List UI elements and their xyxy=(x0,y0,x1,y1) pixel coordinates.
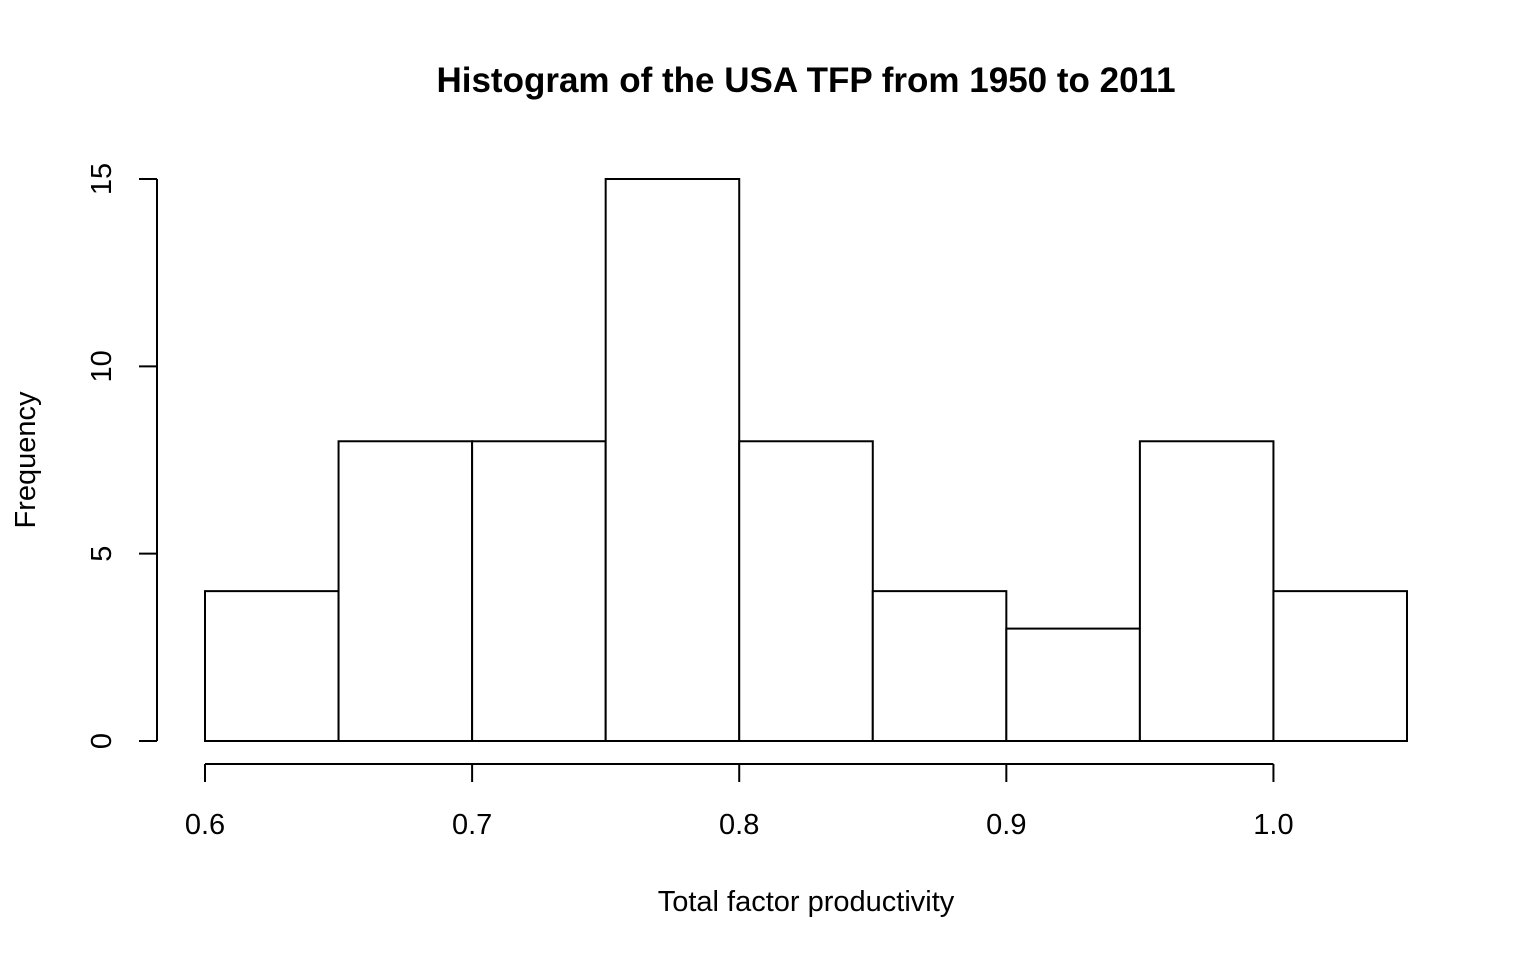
histogram-bar xyxy=(604,178,741,742)
x-axis-label: Total factor productivity xyxy=(658,886,955,918)
histogram-bar xyxy=(1272,590,1409,743)
x-tick-label: 0.7 xyxy=(452,809,492,841)
x-tick-label: 1.0 xyxy=(1253,809,1293,841)
y-tick-label: 5 xyxy=(86,546,118,562)
histogram-bar xyxy=(204,590,340,743)
histogram-bar xyxy=(471,440,607,742)
y-axis: 0 5 10 15 xyxy=(86,163,158,749)
x-tick-label: 0.8 xyxy=(719,809,759,841)
y-tick-label: 15 xyxy=(86,163,118,195)
x-axis: 0.6 0.7 0.8 0.9 1.0 xyxy=(185,763,1294,841)
histogram-bars xyxy=(204,178,1409,743)
histogram-bar xyxy=(1005,627,1141,742)
y-axis-label: Frequency xyxy=(10,391,42,529)
x-tick-label: 0.9 xyxy=(986,809,1026,841)
y-tick-label: 10 xyxy=(86,350,118,382)
histogram-bar xyxy=(871,590,1008,743)
histogram-bar xyxy=(1138,440,1275,742)
y-tick-label: 0 xyxy=(86,733,118,749)
chart-title: Histogram of the USA TFP from 1950 to 20… xyxy=(436,61,1175,100)
histogram-bar xyxy=(738,440,874,742)
histogram-bar xyxy=(337,440,474,742)
x-tick-label: 0.6 xyxy=(185,809,225,841)
